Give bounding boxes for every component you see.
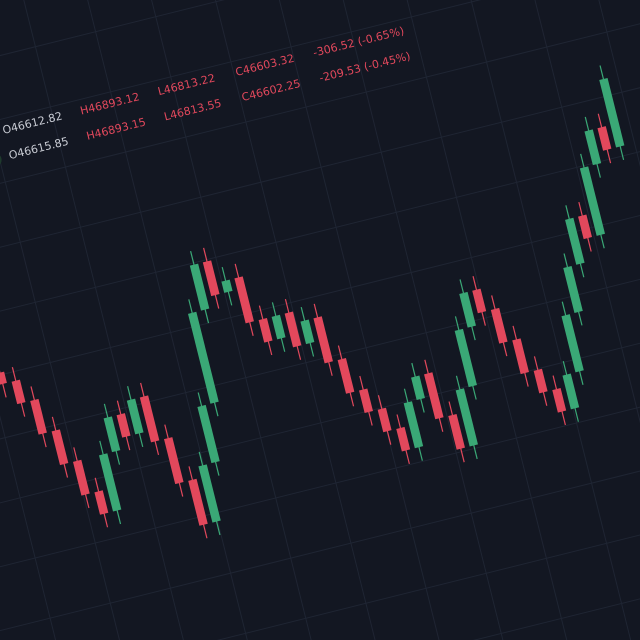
candle-body [403, 401, 424, 449]
grid-line [471, 0, 640, 640]
candle-body [189, 263, 210, 311]
grid-line [290, 0, 544, 640]
grid-line [350, 0, 604, 640]
grid-line [110, 0, 363, 640]
grid-line [0, 110, 640, 363]
candle-body [313, 316, 333, 364]
candle-body [221, 279, 233, 293]
grid-line [230, 0, 484, 640]
candle-body [0, 371, 7, 385]
grid-line [0, 350, 640, 604]
candle-body [164, 437, 184, 485]
candle-body [11, 379, 26, 405]
candle-body [188, 311, 219, 404]
candle-body [424, 372, 444, 420]
candle-body [202, 260, 220, 297]
candle-body [454, 328, 477, 388]
candle-body [565, 217, 585, 265]
candle-body [561, 314, 584, 373]
candle-body [396, 426, 411, 452]
candle-body [459, 291, 476, 328]
grid-line [50, 0, 303, 640]
candle-body [563, 265, 583, 313]
candle-body [72, 459, 90, 496]
grid-line [170, 0, 423, 640]
candle-body [284, 311, 302, 348]
candle-body [197, 404, 220, 464]
candle-body [455, 388, 478, 447]
candle-body [30, 398, 47, 435]
grid-line [0, 290, 640, 544]
candle-body [599, 77, 625, 148]
grid-line [0, 50, 640, 303]
candle-body [472, 288, 487, 314]
candle-body [126, 398, 144, 435]
candle-body [533, 368, 548, 394]
candle-body [552, 388, 567, 413]
grid-line [0, 170, 640, 423]
candle-body [490, 307, 508, 344]
candle-body [359, 388, 373, 414]
grid-line [0, 0, 183, 640]
candle-body [584, 129, 602, 166]
candle-body [562, 373, 580, 410]
candle-body [271, 314, 286, 340]
candle-body [188, 478, 208, 526]
candle-body [116, 413, 131, 438]
candle-body [337, 358, 355, 394]
grid-line [0, 0, 243, 640]
grid-line [0, 0, 640, 183]
candle-body [51, 429, 69, 466]
grid-line [411, 0, 640, 640]
candle-body [448, 413, 465, 450]
plot [0, 65, 625, 539]
candle-body [597, 126, 612, 151]
grid-line [0, 411, 640, 640]
candle-body [139, 395, 160, 443]
candle-body [300, 319, 315, 345]
candle-body [578, 214, 592, 240]
candle-body [377, 407, 392, 433]
candle-body [198, 464, 221, 523]
candle-body [411, 375, 425, 401]
candle-body [234, 276, 254, 324]
grid-line [0, 0, 640, 243]
candle-body [512, 338, 529, 375]
candle-body [258, 318, 273, 343]
candle-body [103, 416, 121, 453]
candle-body [579, 166, 605, 236]
candle-body [94, 490, 109, 515]
grid-line [0, 471, 640, 640]
candle-body [98, 453, 122, 512]
